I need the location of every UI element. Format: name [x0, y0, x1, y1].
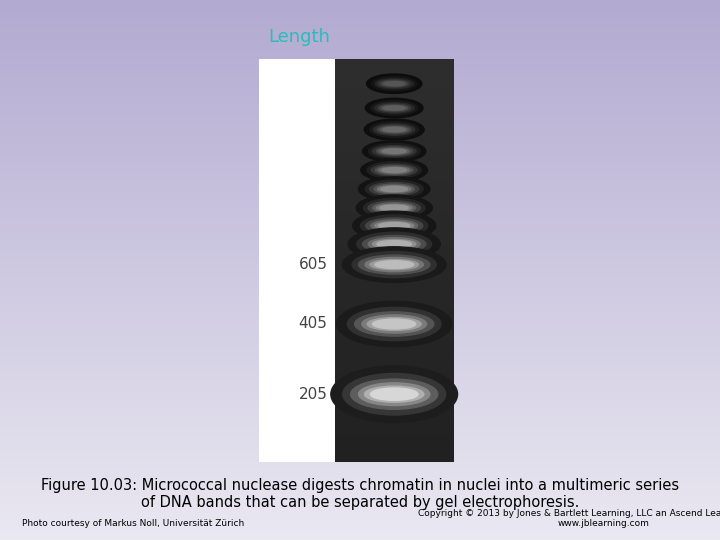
Ellipse shape [377, 186, 411, 192]
Bar [259, 59, 335, 462]
Ellipse shape [356, 195, 432, 221]
Ellipse shape [377, 125, 411, 134]
Text: Figure 10.​03: Micrococcal nuclease digests chromatin in nuclei into a multimeri: Figure 10.​03: Micrococcal nuclease dige… [41, 478, 679, 510]
Ellipse shape [373, 240, 416, 248]
Ellipse shape [362, 235, 426, 253]
Ellipse shape [359, 255, 430, 274]
Ellipse shape [377, 147, 412, 156]
Ellipse shape [371, 101, 418, 115]
Ellipse shape [381, 105, 408, 111]
Ellipse shape [366, 74, 422, 93]
Ellipse shape [379, 80, 410, 87]
Ellipse shape [379, 222, 410, 229]
Ellipse shape [351, 379, 438, 409]
Ellipse shape [369, 144, 420, 159]
Ellipse shape [374, 103, 414, 113]
Ellipse shape [377, 204, 412, 212]
Ellipse shape [348, 228, 440, 260]
Ellipse shape [372, 164, 417, 176]
Ellipse shape [375, 78, 413, 89]
Ellipse shape [347, 307, 441, 341]
Text: Photo courtesy of Markus Noll, Universität Zürich: Photo courtesy of Markus Noll, Universit… [22, 519, 244, 528]
Ellipse shape [367, 162, 421, 178]
Ellipse shape [379, 167, 410, 173]
Ellipse shape [367, 318, 421, 330]
Ellipse shape [365, 258, 423, 272]
Ellipse shape [368, 238, 420, 251]
Ellipse shape [370, 122, 418, 137]
Text: 205: 205 [299, 387, 328, 402]
Text: 605: 605 [299, 257, 328, 272]
Ellipse shape [364, 119, 424, 140]
Ellipse shape [365, 180, 423, 198]
Ellipse shape [380, 205, 408, 211]
Ellipse shape [372, 77, 417, 91]
Text: Copyright © 2013 by Jones & Bartlett Learning, LLC an Ascend Learning Company
ww: Copyright © 2013 by Jones & Bartlett Lea… [418, 509, 720, 528]
Ellipse shape [362, 140, 426, 162]
Ellipse shape [364, 198, 425, 218]
Ellipse shape [361, 315, 426, 333]
Ellipse shape [379, 148, 409, 154]
Ellipse shape [378, 104, 410, 112]
Ellipse shape [383, 106, 405, 110]
Ellipse shape [384, 82, 405, 86]
Ellipse shape [373, 319, 416, 329]
Ellipse shape [368, 201, 420, 215]
Ellipse shape [382, 81, 408, 86]
Ellipse shape [354, 312, 433, 336]
Ellipse shape [366, 218, 423, 233]
Ellipse shape [381, 186, 408, 192]
Ellipse shape [375, 166, 413, 174]
Ellipse shape [382, 167, 407, 173]
Ellipse shape [369, 183, 419, 195]
Ellipse shape [374, 261, 413, 268]
Ellipse shape [336, 301, 452, 347]
Ellipse shape [371, 388, 418, 400]
Ellipse shape [364, 386, 424, 402]
Ellipse shape [353, 211, 436, 240]
Ellipse shape [330, 366, 458, 422]
Ellipse shape [343, 247, 446, 282]
Ellipse shape [343, 374, 446, 415]
Ellipse shape [383, 127, 405, 132]
Ellipse shape [357, 232, 432, 256]
Ellipse shape [365, 98, 423, 118]
Ellipse shape [380, 126, 408, 133]
Ellipse shape [370, 260, 418, 269]
Text: Length: Length [268, 28, 330, 46]
Ellipse shape [374, 124, 415, 135]
Ellipse shape [374, 221, 413, 230]
Ellipse shape [372, 146, 416, 157]
Ellipse shape [373, 202, 415, 213]
Ellipse shape [374, 184, 414, 194]
Text: 405: 405 [299, 316, 328, 332]
Ellipse shape [371, 220, 418, 232]
Ellipse shape [377, 241, 412, 247]
Ellipse shape [359, 383, 430, 406]
Ellipse shape [361, 215, 428, 237]
Ellipse shape [352, 252, 436, 278]
Ellipse shape [382, 149, 406, 153]
Ellipse shape [359, 177, 430, 201]
Ellipse shape [361, 159, 428, 181]
